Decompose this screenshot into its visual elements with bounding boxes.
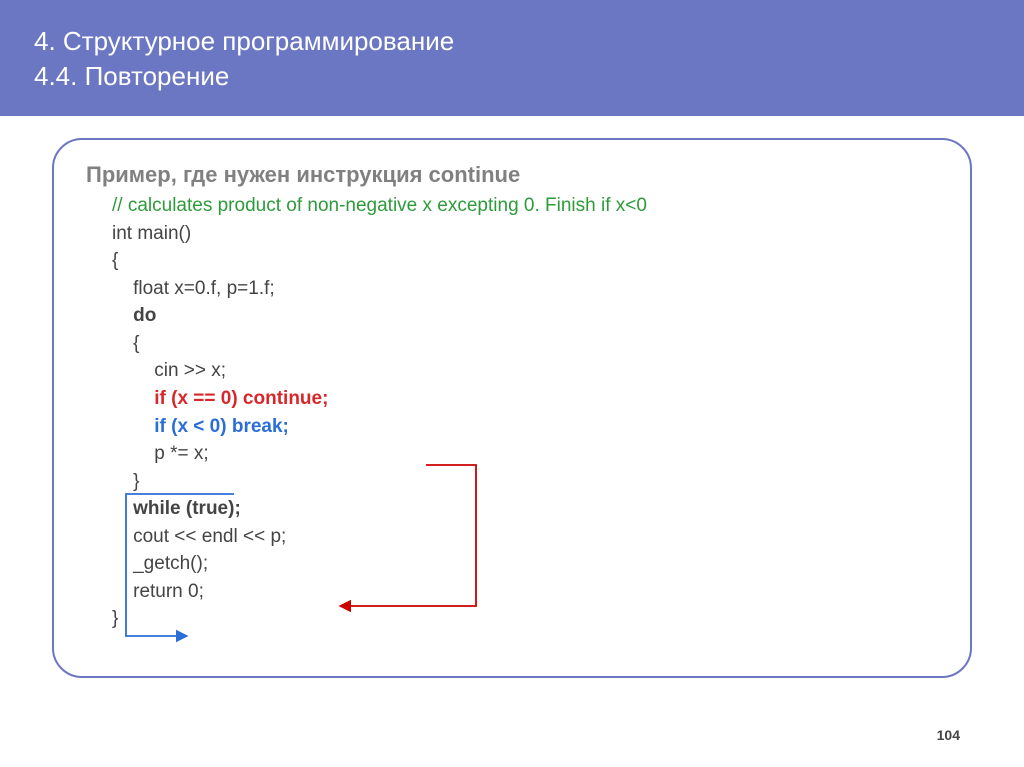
code-line: float x=0.f, p=1.f; xyxy=(112,275,942,303)
content-area: Пример, где нужен инструкция continue //… xyxy=(0,116,1024,678)
slide-header: 4. Структурное программирование 4.4. Пов… xyxy=(0,0,1024,116)
header-line2: 4.4. Повторение xyxy=(34,59,990,94)
code-if-break: if (x < 0) break; xyxy=(112,413,942,441)
code-line: _getch(); xyxy=(112,550,942,578)
code-card: Пример, где нужен инструкция continue //… xyxy=(52,138,972,678)
code-line: { xyxy=(112,330,942,358)
code-line: return 0; xyxy=(112,578,942,606)
code-do: do xyxy=(112,302,942,330)
example-subtitle: Пример, где нужен инструкция continue xyxy=(86,162,942,188)
page-number: 104 xyxy=(937,727,960,743)
code-line: cout << endl << p; xyxy=(112,523,942,551)
code-line: } xyxy=(112,605,942,633)
code-block: // calculates product of non-negative x … xyxy=(86,192,942,633)
code-line: } xyxy=(112,468,942,496)
code-line: cin >> x; xyxy=(112,357,942,385)
code-line: { xyxy=(112,247,942,275)
code-line: p *= x; xyxy=(112,440,942,468)
code-line: int main() xyxy=(112,220,942,248)
code-comment: // calculates product of non-negative x … xyxy=(112,192,942,220)
header-line1: 4. Структурное программирование xyxy=(34,24,990,59)
code-if-continue: if (x == 0) continue; xyxy=(112,385,942,413)
code-while: while (true); xyxy=(112,495,942,523)
